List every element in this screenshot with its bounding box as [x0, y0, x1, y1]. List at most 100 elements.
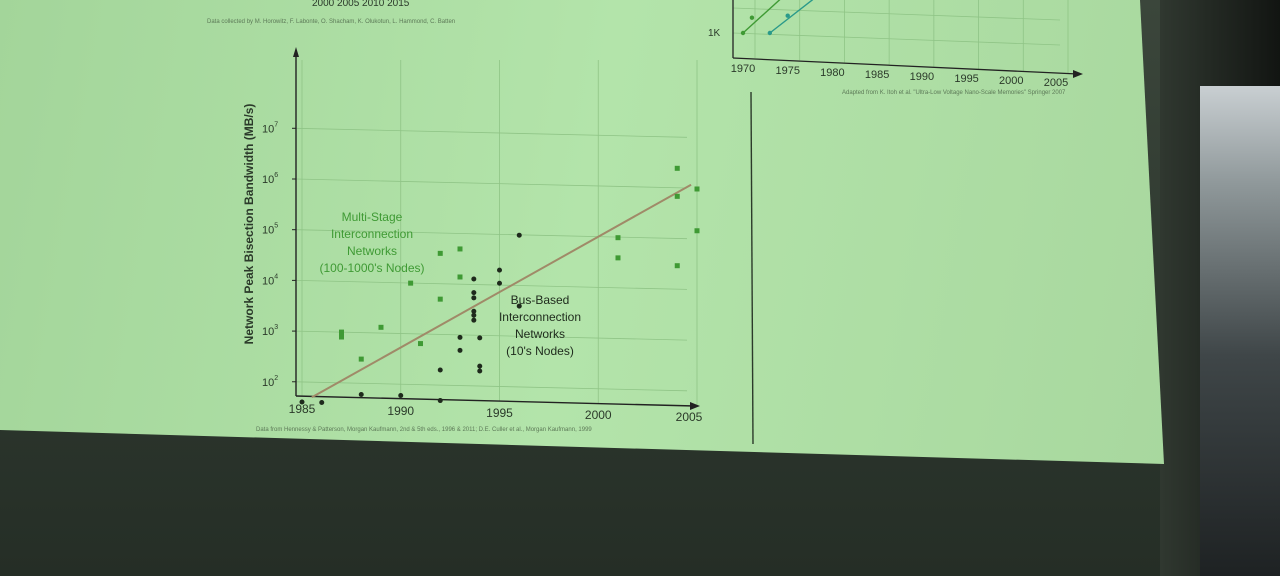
right-x-axis-arrow: [1073, 70, 1083, 78]
multi-stage-point: [674, 263, 680, 269]
bus-based-point: [471, 290, 477, 296]
right-x-tick-label: 1990: [910, 71, 934, 83]
room-window: [1200, 86, 1280, 576]
annotation-line: Multi-Stage: [342, 210, 403, 224]
multi-stage-point: [615, 255, 621, 261]
annotation-line: Networks: [347, 244, 397, 258]
multi-stage-point: [674, 193, 680, 199]
x-tick-label: 2000: [585, 408, 612, 422]
right-series-point: [785, 13, 790, 18]
multi-stage-point: [339, 329, 344, 335]
right-series-point: [740, 30, 746, 36]
annotation-line: Bus-Based: [511, 293, 570, 307]
bus-based-point: [497, 267, 502, 273]
x-axis-arrow: [690, 402, 700, 410]
bus-based-point: [437, 398, 443, 404]
bus-based-point: [477, 335, 483, 341]
multi-stage-point: [408, 280, 414, 286]
bus-based-point: [477, 368, 483, 374]
annotation-line: Interconnection: [499, 310, 581, 324]
x-tick-label: 2005: [676, 410, 703, 424]
grid-h-line: [295, 381, 688, 392]
right-source-note: Adapted from K. Itoh et al. "Ultra-Low V…: [842, 90, 1066, 96]
y-tick-labels: 102 103 104 105 106 107: [262, 121, 296, 389]
multi-stage-point: [694, 186, 700, 192]
annotation-line: Interconnection: [331, 227, 413, 241]
y-tick-label: 102: [262, 375, 278, 389]
bus-based-annotation: Bus-Based Interconnection Networks (10's No…: [499, 293, 581, 358]
multi-stage-point: [418, 341, 423, 347]
bus-based-point: [497, 280, 502, 286]
bus-based-point: [457, 334, 463, 340]
right-x-tick-label: 1985: [865, 69, 889, 81]
annotation-line: (100-1000's Nodes): [319, 261, 424, 275]
x-tick-label: 1995: [486, 406, 513, 420]
multi-stage-point: [358, 356, 364, 362]
x-axis-line: [295, 395, 696, 407]
x-tick-label: 1990: [387, 404, 414, 418]
top-credit: Data collected by M. Horowitz, F. Labont…: [207, 19, 455, 25]
main-source-note: Data from Hennessy & Patterson, Morgan K…: [256, 427, 592, 433]
x-tick-label: 1985: [289, 402, 316, 416]
top-year-ticks: 2000 2005 2010 2015: [312, 0, 410, 9]
annotation-line: (10's Nodes): [506, 344, 574, 358]
bus-based-point: [319, 399, 325, 405]
bus-based-point: [398, 393, 404, 399]
bus-based-point: [516, 303, 522, 309]
data-points: [299, 165, 700, 405]
bus-based-point: [457, 347, 463, 353]
right-x-tick-label: 2000: [999, 75, 1023, 87]
y-tick-label: 107: [262, 121, 278, 135]
right-x-axis-line: [732, 57, 1079, 75]
grid-h-line: [295, 279, 688, 290]
main-grid: [295, 60, 698, 406]
right-series-line: [769, 0, 819, 34]
annotation-line: Networks: [515, 327, 565, 341]
y-axis-title: Network Peak Bisection Bandwidth (MB/s): [242, 104, 256, 345]
right-x-tick-label: 1995: [954, 73, 978, 85]
right-x-tick-label: 1975: [775, 65, 799, 77]
right-x-tick-label: 1980: [820, 67, 844, 79]
bus-based-point: [477, 363, 483, 369]
right-x-tick-label: 2005: [1044, 77, 1068, 89]
multi-stage-point: [694, 228, 700, 234]
grid-h-line: [295, 330, 688, 341]
right-series-point: [767, 30, 773, 36]
right-grid-h-line: [732, 7, 1061, 21]
slide-divider: [750, 91, 754, 445]
right-series-line: [742, 0, 783, 34]
memory-chart: 1K 1970 1975 1980 1985 1990 1995 2000 2005 Adap…: [708, 0, 1083, 96]
right-y-tick-1k: 1K: [708, 28, 721, 39]
y-axis-arrow: [293, 47, 299, 57]
bus-based-point: [471, 317, 477, 323]
right-series: [740, 0, 819, 36]
grid-h-line: [295, 178, 688, 189]
x-tick-labels: 1985 1990 1995 2000 2005: [289, 402, 703, 424]
bus-based-point: [437, 367, 443, 373]
grid-h-line: [295, 127, 688, 138]
right-series-point: [749, 15, 755, 20]
multi-stage-point: [437, 296, 443, 302]
y-tick-label: 104: [262, 273, 278, 287]
top-fragment: 2000 2005 2010 2015 Data collected by M.…: [207, 0, 455, 25]
grid-h-line: [295, 229, 688, 240]
bus-based-point: [471, 295, 477, 301]
multi-stage-point: [457, 274, 463, 280]
bus-based-point: [471, 308, 477, 314]
trend-line: [311, 183, 692, 399]
right-grid-h-line: [732, 32, 1061, 46]
bus-based-point: [358, 392, 364, 398]
bus-based-point: [299, 399, 305, 405]
multi-stage-point: [339, 334, 344, 340]
right-x-tick-label: 1970: [731, 63, 755, 75]
y-tick-label: 106: [262, 172, 278, 186]
multi-stage-point: [378, 324, 384, 330]
right-x-tick-labels: 1970 1975 1980 1985 1990 1995 2000 2005: [731, 63, 1068, 89]
multi-stage-point: [674, 165, 680, 171]
multi-stage-point: [437, 250, 443, 256]
bus-based-point: [471, 312, 477, 318]
bus-based-point: [471, 276, 477, 282]
